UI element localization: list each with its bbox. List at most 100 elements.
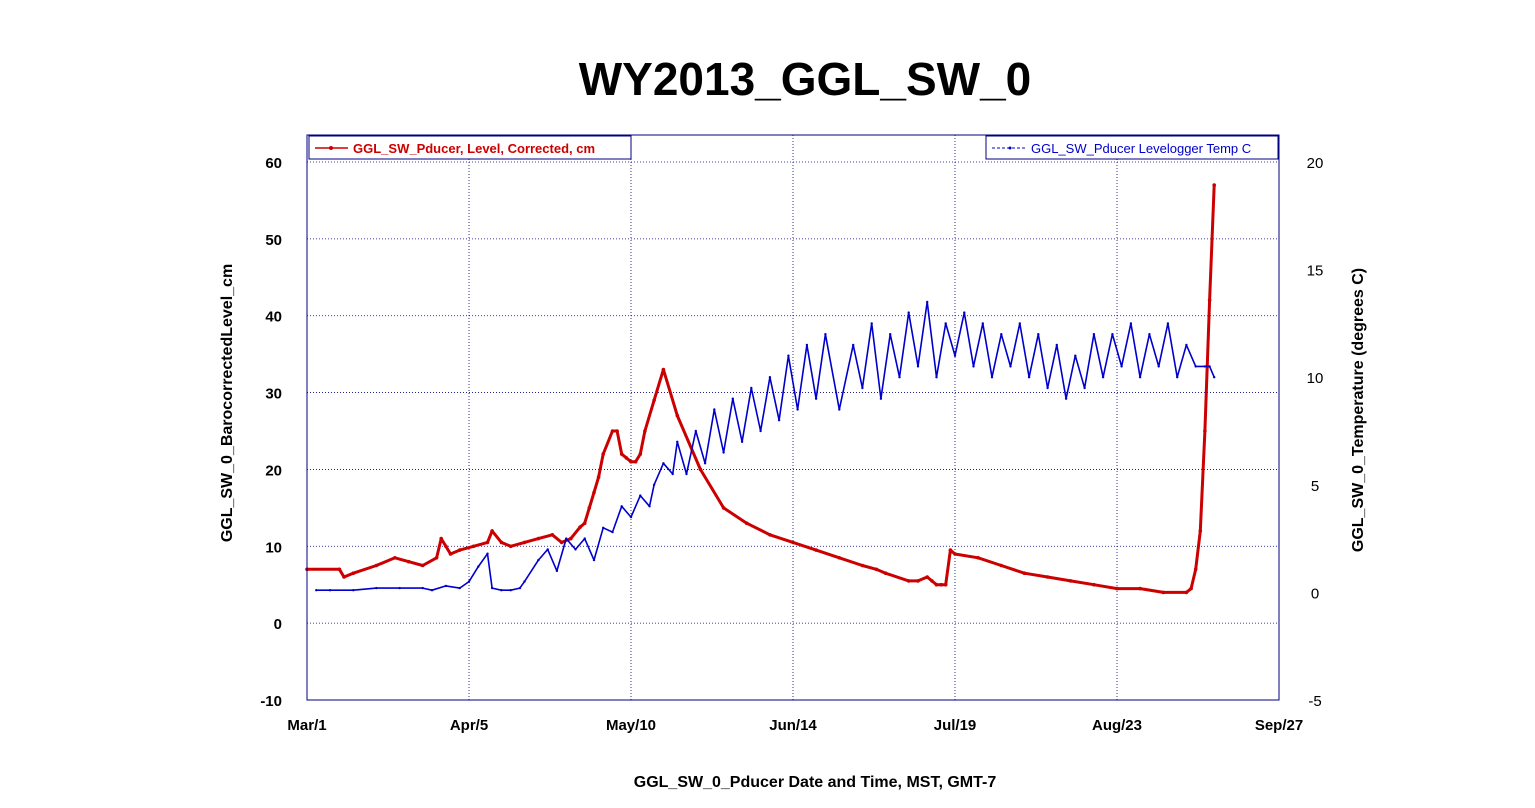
series-point-temp <box>602 526 605 529</box>
series-point-level <box>522 540 527 545</box>
series-point-temp <box>879 397 883 400</box>
series-point-temp <box>375 586 378 590</box>
series-point-level <box>393 556 397 560</box>
y-right-tick-label: 20 <box>1307 155 1324 172</box>
series-point-temp <box>805 343 809 347</box>
series-point-temp <box>523 580 526 583</box>
series-point-level <box>638 452 643 456</box>
series-point-temp <box>861 386 864 390</box>
series-point-temp <box>926 300 929 304</box>
series-point-temp <box>671 472 674 476</box>
series-point-level <box>1068 579 1073 583</box>
legend-red: GGL_SW_Pducer, Level, Corrected, cm <box>308 135 632 160</box>
series-point-level <box>1193 567 1198 572</box>
series-point-temp <box>824 333 827 336</box>
series-point-temp <box>583 537 586 540</box>
x-tick-label: Sep/27 <box>1255 717 1303 734</box>
series-point-level <box>1203 429 1207 433</box>
series-point-level <box>906 579 911 583</box>
series-point-level <box>698 467 703 472</box>
series-point-temp <box>477 565 480 568</box>
y-axis-left-ticks: -10 0 10 20 30 40 50 60 <box>260 155 282 710</box>
x-tick-label: Aug/23 <box>1092 717 1142 734</box>
series-point-temp <box>814 397 818 400</box>
grid-lines <box>306 135 1280 701</box>
series-point-temp <box>1203 365 1207 368</box>
series-point-level <box>744 521 749 525</box>
y-left-tick-label: 40 <box>265 309 282 326</box>
series-point-level <box>407 559 411 564</box>
series-point-temp <box>870 322 873 325</box>
series-point-level <box>587 506 592 510</box>
series-point-temp <box>518 586 522 590</box>
series-point-level <box>874 567 879 572</box>
series-point-level <box>675 413 680 418</box>
series-point-temp <box>898 376 901 379</box>
x-tick-label: Jun/14 <box>769 717 817 734</box>
series-point-level <box>610 429 615 433</box>
series-point-level <box>1092 582 1096 587</box>
series-point-level <box>1161 590 1166 595</box>
series-point-temp <box>787 354 790 357</box>
series-point-level <box>457 548 462 552</box>
series-point-level <box>578 525 582 529</box>
series-point-temp <box>537 558 540 562</box>
series-point-temp <box>731 397 734 400</box>
y-left-tick-label: 20 <box>265 462 282 479</box>
x-axis-ticks: Mar/1 Apr/5 May/10 Jun/14 Jul/19 Aug/23 Sep/27 <box>287 717 1303 734</box>
series-point-temp <box>838 408 841 411</box>
series-point-level <box>814 548 818 552</box>
series-point-level <box>337 567 342 572</box>
series-point-level <box>629 459 633 464</box>
series-point-temp <box>972 365 975 368</box>
series-line-level <box>307 185 1216 594</box>
series-point-temp <box>722 451 725 454</box>
series-point-temp <box>740 440 744 443</box>
series-point-temp <box>662 462 665 465</box>
series-point-temp <box>500 589 503 592</box>
series-point-level <box>499 540 504 545</box>
series-point-temp <box>574 548 577 551</box>
series-point-temp <box>944 322 947 325</box>
series-point-level <box>490 529 494 533</box>
series-point-level <box>485 540 490 545</box>
series-point-temp <box>486 552 489 555</box>
series-point-temp <box>1166 322 1170 325</box>
series-point-temp <box>1027 376 1031 379</box>
y-left-tick-label: 60 <box>265 155 282 172</box>
series-point-temp <box>963 311 966 314</box>
series-point-temp <box>796 408 799 411</box>
series-point-level <box>943 582 948 587</box>
series-point-temp <box>1111 333 1114 336</box>
series-point-temp <box>352 589 355 592</box>
series-point-temp <box>611 530 614 534</box>
series-point-temp <box>953 354 957 357</box>
series-point-level <box>448 552 453 556</box>
series-point-temp <box>509 589 512 592</box>
series-point-temp <box>1208 365 1211 368</box>
series-point-temp <box>1148 333 1151 336</box>
series-point-temp <box>1018 322 1021 325</box>
series-point-level <box>999 563 1004 568</box>
series-point-level <box>1045 575 1050 579</box>
plot-area <box>305 183 1216 595</box>
series-point-temp <box>430 589 434 592</box>
series-point-temp <box>1101 376 1105 379</box>
y-axis-right-label: GGL_SW_0_Temperature (degrees C) <box>1350 268 1367 552</box>
series-point-level <box>768 533 772 537</box>
x-tick-label: Mar/1 <box>287 717 326 734</box>
series-point-level <box>471 544 476 549</box>
series-point-level <box>444 544 448 549</box>
series-point-level <box>1189 586 1193 591</box>
series-point-level <box>582 521 587 525</box>
series-point-temp <box>981 322 984 325</box>
series-point-temp <box>703 462 707 465</box>
legend-blue-marker <box>1008 146 1012 150</box>
series-point-level <box>624 456 629 460</box>
y-left-tick-label: 0 <box>274 616 282 633</box>
series-point-temp <box>1157 365 1160 368</box>
series-point-level <box>434 556 439 560</box>
series-point-level <box>643 429 647 433</box>
series-point-temp <box>565 537 568 540</box>
series-point-temp <box>1194 365 1197 368</box>
